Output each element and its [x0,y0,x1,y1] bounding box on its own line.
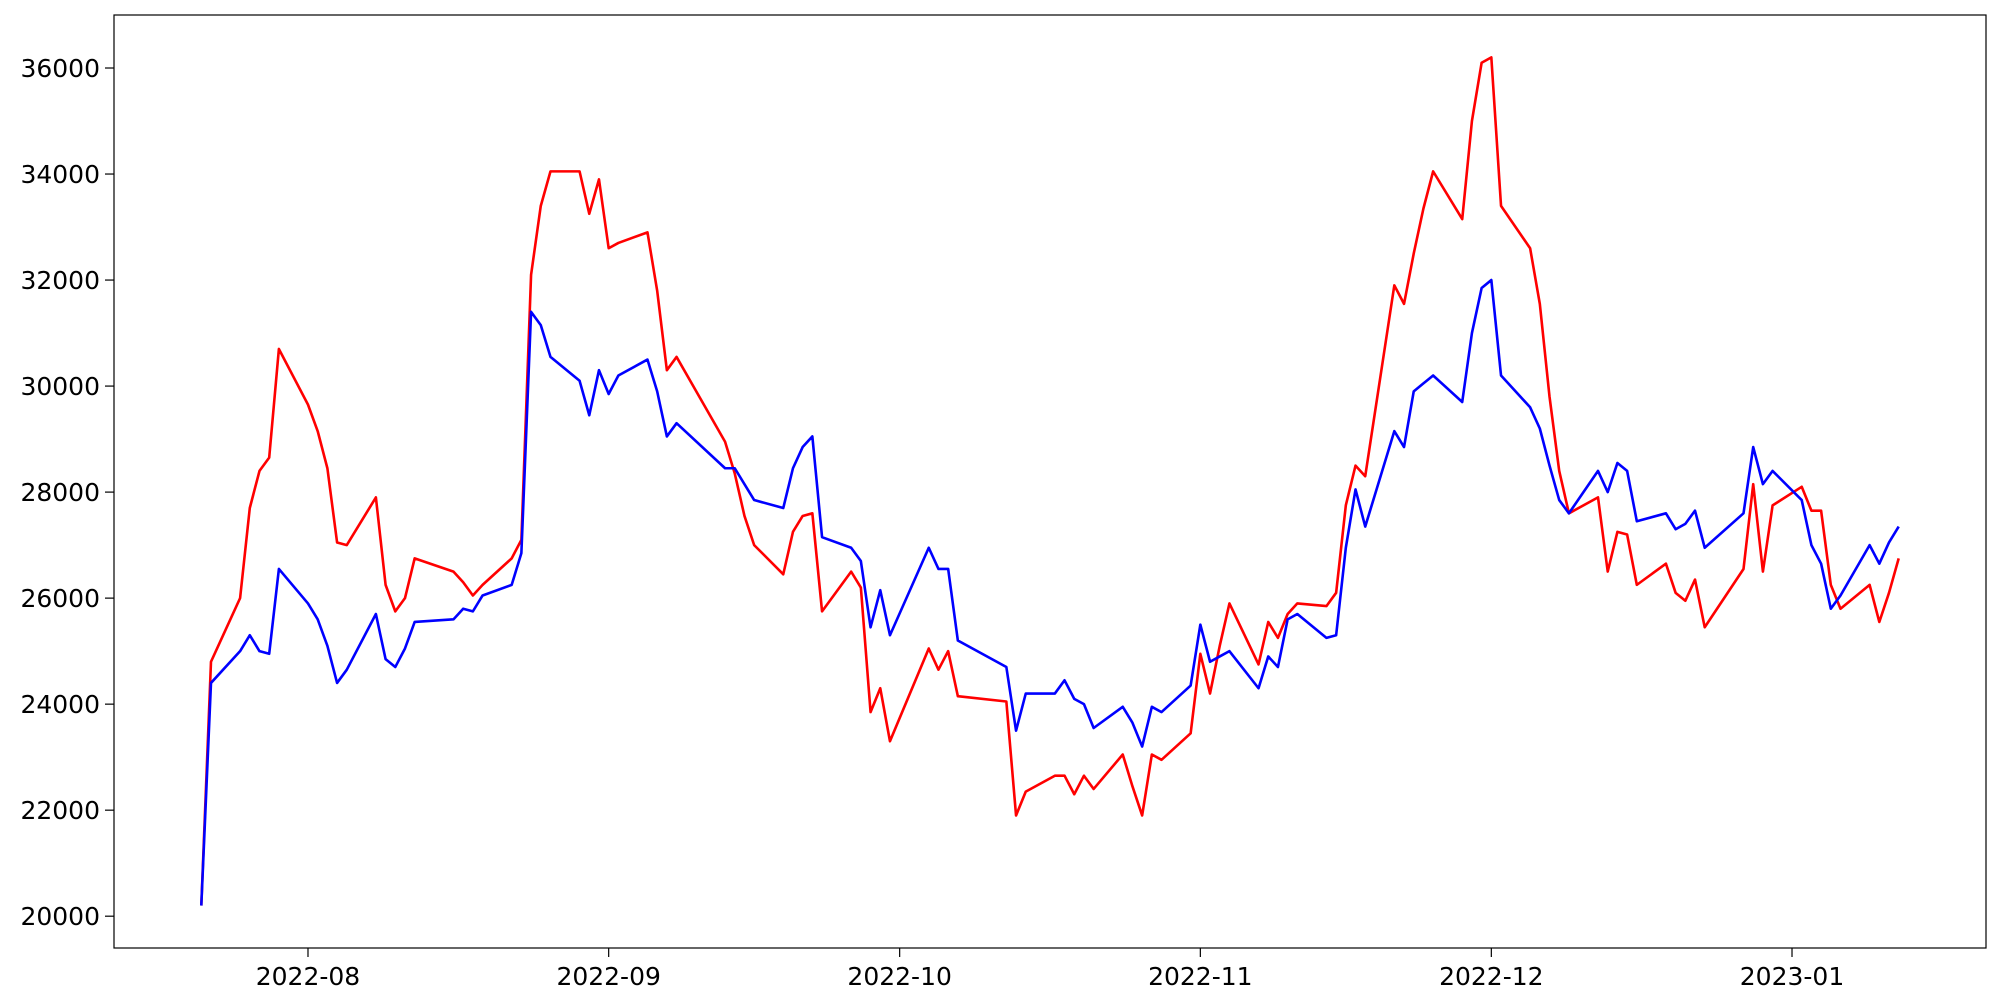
y-tick-label: 28000 [20,478,100,507]
y-tick-label: 22000 [20,796,100,825]
y-tick-label: 20000 [20,902,100,931]
x-tick-label: 2022-10 [847,962,951,991]
x-tick-label: 2022-08 [256,962,360,991]
x-tick-label: 2022-12 [1439,962,1543,991]
x-tick-label: 2022-11 [1148,962,1252,991]
y-tick-label: 36000 [20,54,100,83]
y-tick-label: 32000 [20,266,100,295]
series-line [200,278,1900,906]
y-tick-label: 30000 [20,372,100,401]
y-tick-label: 34000 [20,160,100,189]
plot-frame [113,14,1987,949]
x-tick-label: 2022-09 [556,962,660,991]
x-tick-label: 2023-01 [1740,962,1844,991]
y-tick-label: 24000 [20,690,100,719]
y-tick-label: 26000 [20,584,100,613]
series-line [200,56,1900,906]
